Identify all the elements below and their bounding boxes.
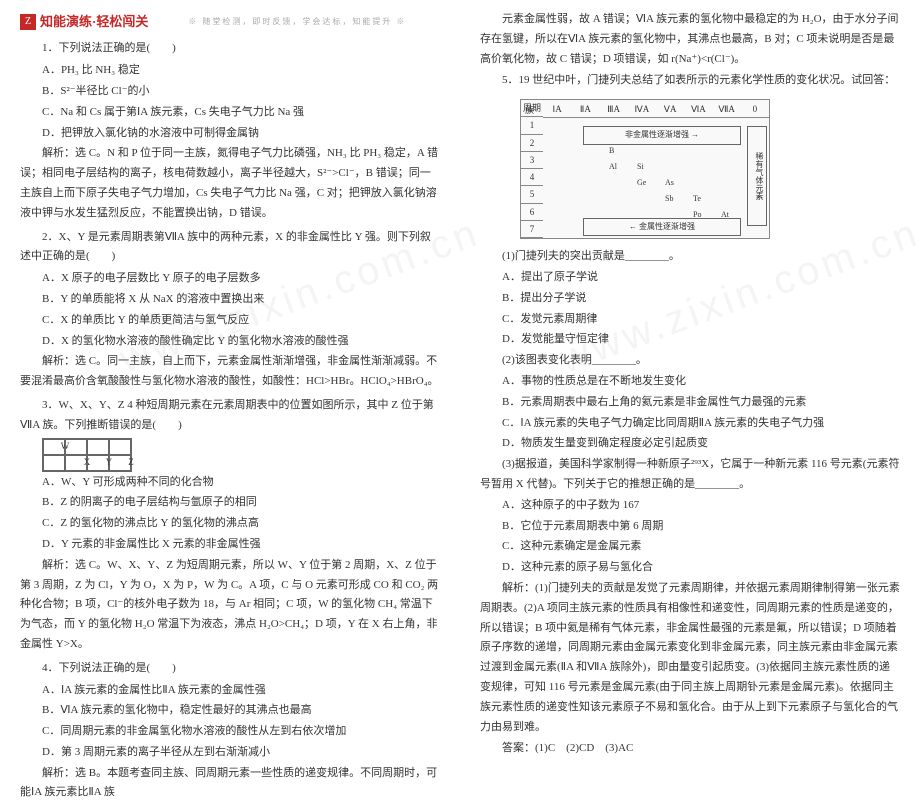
row-head: 2 xyxy=(521,135,543,152)
q5-opt-h: D．物质发生量变到确定程度必定引起质变 xyxy=(480,434,900,454)
label-noble: 稀有气体元素 xyxy=(747,126,767,226)
q2-opt-c: C．X 的单质比 Y 的单质更简洁与氢气反应 xyxy=(20,311,440,331)
q3-explain: 解析：选 C。W、X、Y、Z 为短周期元素，所以 W、Y 位于第 2 周期，X、… xyxy=(20,556,440,655)
q2-stem: 2．X、Y 是元素周期表第ⅦA 族中的两种元素，X 的非金属性比 Y 强。则下列… xyxy=(20,228,440,268)
row-head: 6 xyxy=(521,204,543,221)
col-head: ⅣA xyxy=(628,100,656,117)
tcell xyxy=(87,439,109,455)
q3-opt-b: B．Z 的阴离子的电子层结构与氩原子的相同 xyxy=(20,493,440,513)
periodic-chart: 族 周期 1 2 3 4 5 6 7 ⅠA ⅡA ⅢA ⅣA ⅤA ⅥA ⅦA … xyxy=(520,99,770,239)
col-head: ⅡA xyxy=(571,100,599,117)
chart-body: 非金属性逐渐增强 → 稀有气体元素 ← 金属性逐渐增强 B Al Si Ge A… xyxy=(543,118,769,238)
tcell: W xyxy=(43,439,65,455)
q3-opt-a: A．W、Y 可形成两种不同的化合物 xyxy=(20,473,440,493)
q5-opt-k: C．这种元素确定是金属元素 xyxy=(480,537,900,557)
q4-explain-cont: 元素金属性弱，故 A 错误；ⅥA 族元素的氢化物中最稳定的为 H₂O，由于水分子… xyxy=(480,10,900,69)
q4-stem: 4．下列说法正确的是( ) xyxy=(20,659,440,679)
row-head: 7 xyxy=(521,221,543,238)
q2-opt-b: B．Y 的单质能将 X 从 NaX 的溶液中置换出来 xyxy=(20,290,440,310)
chart-row-headers: 周期 1 2 3 4 5 6 7 xyxy=(521,100,543,238)
q1-stem: 1．下列说法正确的是( ) xyxy=(20,39,440,59)
col-head: ⅥA xyxy=(684,100,712,117)
q5-p2: (2)该图表变化表明________。 xyxy=(480,351,900,371)
tcell: Z xyxy=(109,455,131,471)
q4-opt-b: B．ⅥA 族元素的氢化物中，稳定性最好的其沸点也最高 xyxy=(20,701,440,721)
q5-p1: (1)门捷列夫的突出贡献是________。 xyxy=(480,247,900,267)
row-head: 3 xyxy=(521,152,543,169)
q5-answer: 答案：(1)C (2)CD (3)AC xyxy=(480,739,900,759)
q3-opt-c: C．Z 的氢化物的沸点比 Y 的氢化物的沸点高 xyxy=(20,514,440,534)
row-head: 5 xyxy=(521,186,543,203)
q5-stem: 5．19 世纪中叶，门捷列夫总结了如表所示的元素化学性质的变化状况。试回答： xyxy=(480,71,900,91)
tcell xyxy=(109,439,131,455)
q2-opt-a: A．X 原子的电子层数比 Y 原子的电子层数多 xyxy=(20,269,440,289)
q5-opt-g: C．ⅠA 族元素的失电子气力确定比同周期ⅡA 族元素的失电子气力强 xyxy=(480,414,900,434)
q5-opt-j: B．它位于元素周期表中第 6 周期 xyxy=(480,517,900,537)
question-3: 3．W、X、Y、Z 4 种短周期元素在元素周期表中的位置如图所示，其中 Z 位于… xyxy=(20,396,440,655)
header-title: 知能演练·轻松闯关 xyxy=(40,10,148,33)
q4-opt-a: A．ⅠA 族元素的金属性比ⅡA 族元素的金属性强 xyxy=(20,681,440,701)
q5-opt-d: D．发觉能量守恒定律 xyxy=(480,330,900,350)
q5-opt-e: A．事物的性质总是在不断地发生变化 xyxy=(480,372,900,392)
q3-stem: 3．W、X、Y、Z 4 种短周期元素在元素周期表中的位置如图所示，其中 Z 位于… xyxy=(20,396,440,436)
page: www.zixin.com.cn Z 知能演练·轻松闯关 ※ 随堂检测，即时反馈… xyxy=(0,0,920,651)
q3-table: W X Y Z xyxy=(20,438,440,472)
col-head: ⅢA xyxy=(600,100,628,117)
row-head: 4 xyxy=(521,169,543,186)
el-b: B xyxy=(609,144,614,158)
el-as: As xyxy=(665,176,674,190)
q5-p3: (3)据报道，美国科学家制得一种新原子²⁹³X，它属于一种新元素 116 号元素… xyxy=(480,455,900,495)
right-column: www.zixin.com.cn 元素金属性弱，故 A 错误；ⅥA 族元素的氢化… xyxy=(460,0,920,651)
q3-opt-d: D．Y 元素的非金属性比 X 元素的非金属性强 xyxy=(20,535,440,555)
page-header: Z 知能演练·轻松闯关 ※ 随堂检测，即时反馈，学会达标，知能提升 ※ xyxy=(20,10,440,33)
row-head: 1 xyxy=(521,117,543,134)
q1-explain: 解析：选 C。N 和 P 位于同一主族，氮得电子气力比磷强，NH₃ 比 PH₃ … xyxy=(20,144,440,223)
q3-table-grid: W X Y Z xyxy=(42,438,132,472)
q5-explain: 解析：(1)门捷列夫的贡献是发觉了元素周期律，并依据元素周期律制得第一张元素周期… xyxy=(480,579,900,737)
arrow-bottom: ← 金属性逐渐增强 xyxy=(583,218,741,236)
col-head: ⅦA xyxy=(713,100,741,117)
q4-opt-c: C．同周期元素的非金属氢化物水溶液的酸性从左到右依次增加 xyxy=(20,722,440,742)
q1-opt-c: C．Na 和 Cs 属于第ⅠA 族元素，Cs 失电子气力比 Na 强 xyxy=(20,103,440,123)
q5-opt-a: A．提出了原子学说 xyxy=(480,268,900,288)
q2-explain: 解析：选 C。同一主族，自上而下，元素金属性渐渐增强，非金属性渐渐减弱。不要混淆… xyxy=(20,352,440,392)
q4-explain: 解析：选 B。本题考查同主族、同周期元素一些性质的递变规律。不同周期时，可能ⅠA… xyxy=(20,764,440,803)
q5-opt-c: C．发觉元素周期律 xyxy=(480,310,900,330)
question-1: 1．下列说法正确的是( ) A．PH₃ 比 NH₃ 稳定 B．S²⁻半径比 Cl… xyxy=(20,39,440,223)
q5-opt-b: B．提出分子学说 xyxy=(480,289,900,309)
el-si: Si xyxy=(637,160,644,174)
left-column: www.zixin.com.cn Z 知能演练·轻松闯关 ※ 随堂检测，即时反馈… xyxy=(0,0,460,651)
q2-opt-d: D．X 的氢化物水溶液的酸性确定比 Y 的氢化物水溶液的酸性强 xyxy=(20,332,440,352)
q5-opt-f: B．元素周期表中最右上角的氦元素是非金属性气力最强的元素 xyxy=(480,393,900,413)
col-head: ⅠA xyxy=(543,100,571,117)
q1-opt-b: B．S²⁻半径比 Cl⁻的小 xyxy=(20,82,440,102)
chart-col-headers: ⅠA ⅡA ⅢA ⅣA ⅤA ⅥA ⅦA 0 xyxy=(543,100,769,118)
el-al: Al xyxy=(609,160,617,174)
q1-opt-a: A．PH₃ 比 NH₃ 稳定 xyxy=(20,61,440,81)
logo-icon: Z xyxy=(20,14,36,30)
el-sb: Sb xyxy=(665,192,673,206)
el-te: Te xyxy=(693,192,701,206)
q1-opt-d: D．把钾放入氯化钠的水溶液中可制得金属钠 xyxy=(20,124,440,144)
row-head: 周期 xyxy=(521,100,543,117)
question-4: 4．下列说法正确的是( ) A．ⅠA 族元素的金属性比ⅡA 族元素的金属性强 B… xyxy=(20,659,440,803)
header-subtitle: ※ 随堂检测，即时反馈，学会达标，知能提升 ※ xyxy=(188,15,406,29)
q4-opt-d: D．第 3 周期元素的离子半径从左到右渐渐减小 xyxy=(20,743,440,763)
el-po: Po xyxy=(693,208,701,222)
tcell xyxy=(65,439,87,455)
q5-opt-i: A．这种原子的中子数为 167 xyxy=(480,496,900,516)
col-head: 0 xyxy=(741,100,769,117)
q5-opt-l: D．这种元素的原子易与氢化合 xyxy=(480,558,900,578)
col-head: ⅤA xyxy=(656,100,684,117)
arrow-top: 非金属性逐渐增强 → xyxy=(583,126,741,144)
el-ge: Ge xyxy=(637,176,646,190)
el-at: At xyxy=(721,208,729,222)
question-2: 2．X、Y 是元素周期表第ⅦA 族中的两种元素，X 的非金属性比 Y 强。则下列… xyxy=(20,228,440,392)
